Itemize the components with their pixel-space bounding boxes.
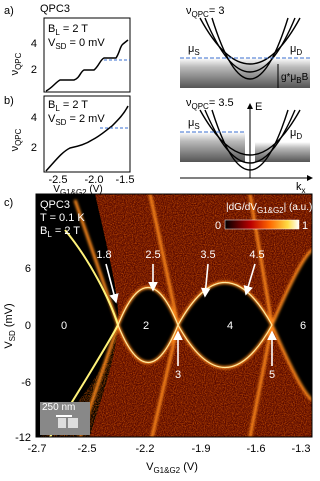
arrow-label: 3.5 — [200, 249, 215, 261]
bias: VSD = 2 mV — [48, 113, 105, 127]
panel-label: a) — [4, 5, 14, 17]
bias: VSD = 0 mV — [48, 37, 105, 51]
y-axis-label: νQPC — [9, 52, 23, 75]
x-tick-label: -2.2 — [136, 443, 155, 455]
arrow-label: 1.8 — [96, 249, 111, 261]
y-tick-label: 2 — [31, 142, 37, 154]
temperature: T = 0.1 K — [40, 212, 85, 224]
y-tick-label: 4 — [31, 38, 37, 50]
panel-label: c) — [4, 197, 13, 209]
plot-frame — [43, 95, 131, 173]
conductance-curve — [45, 105, 129, 172]
colorbar-min: 0 — [215, 220, 221, 232]
arrow-label: 4.5 — [249, 249, 264, 261]
scale-bar-label: 250 nm — [42, 402, 75, 413]
mu-source: μS — [188, 43, 200, 57]
x-tick-label: -1.6 — [247, 443, 266, 455]
region-label: 2 — [143, 320, 149, 332]
y-tick-label: -6 — [21, 377, 31, 389]
plot-frame — [43, 17, 131, 93]
x-tick-label: -2.7 — [28, 443, 47, 455]
y-axis-label: VSD (mV) — [3, 303, 17, 348]
mu-source: μS — [188, 117, 200, 131]
mu-drain: μD — [290, 127, 302, 141]
x-tick-label: -2.5 — [49, 174, 68, 186]
filling: νQPC= 3 — [186, 5, 224, 19]
momentum-label: kx — [296, 181, 306, 195]
subbands — [199, 17, 301, 80]
x-tick-label: -1.5 — [116, 174, 135, 186]
x-tick-label: -1.9 — [192, 443, 211, 455]
x-tick-label: -2.5 — [78, 443, 97, 455]
field: BL = 2 T — [48, 99, 88, 113]
device: QPC3 — [40, 3, 70, 15]
zeeman: g*μBB — [281, 72, 309, 85]
y-tick-label: 2 — [31, 64, 37, 76]
colorbar-label: |dG/dVG1&G2| (a.u.) — [226, 202, 312, 215]
colorbar — [224, 219, 300, 230]
mu-drain: μD — [290, 43, 302, 57]
field: BL = 2 T — [40, 225, 80, 239]
x-axis-label: VG1&G2 (V) — [146, 461, 198, 475]
x-tick-label: -2.0 — [85, 174, 104, 186]
arrow-label: 5 — [269, 369, 275, 381]
y-tick-label: 6 — [25, 263, 31, 275]
arrow-label: 3 — [175, 369, 181, 381]
region-label: 6 — [300, 320, 306, 332]
conductance-curve — [45, 39, 129, 92]
device: QPC3 — [40, 199, 70, 211]
x-tick-label: -1.3 — [292, 443, 311, 455]
energy-label: E — [255, 101, 262, 113]
y-tick-label: -12 — [15, 432, 31, 444]
filling: νQPC= 3.5 — [186, 97, 234, 111]
field: BL = 2 T — [48, 23, 88, 37]
y-tick-label: 4 — [31, 112, 37, 124]
region-label: 4 — [227, 320, 233, 332]
arrow-label: 2.5 — [145, 249, 160, 261]
arrows — [105, 263, 277, 366]
region-label: 0 — [61, 320, 67, 332]
heatmap — [36, 194, 312, 437]
y-axis-label: νQPC — [9, 128, 23, 151]
fermi-sea — [255, 142, 310, 162]
panel-label: b) — [4, 95, 14, 107]
plot-frame — [35, 193, 313, 438]
y-tick-label: 0 — [25, 320, 31, 332]
x-axis-label: VG1&G2 (V) — [53, 184, 102, 197]
colorbar-max: 1 — [302, 220, 308, 232]
